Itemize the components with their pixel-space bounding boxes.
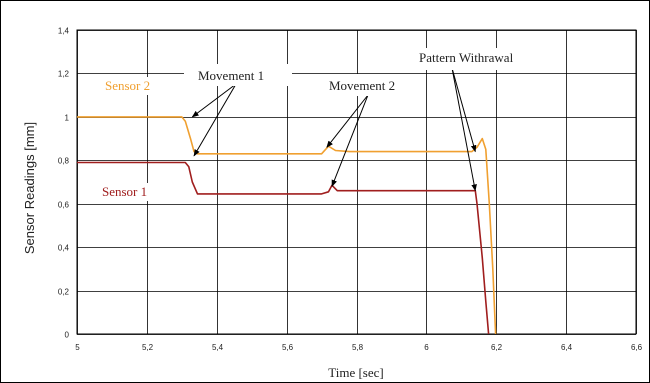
x-tick-label: 5,6 <box>282 343 294 352</box>
x-tick-label: 5 <box>75 343 80 352</box>
y-tick-label: 0,6 <box>58 201 70 210</box>
x-tick-label: 5,2 <box>142 343 154 352</box>
y-tick-label: 1,4 <box>58 27 70 36</box>
x-tick-label: 5,8 <box>352 343 364 352</box>
x-tick-label: 6,2 <box>491 343 503 352</box>
y-tick-label: 0,8 <box>58 157 70 166</box>
x-tick-label: 6,6 <box>631 343 643 352</box>
x-tick-label: 6 <box>424 343 429 352</box>
x-tick-label: 6,4 <box>561 343 573 352</box>
annotation-label: Movement 2 <box>329 78 395 93</box>
y-tick-label: 0 <box>65 331 70 340</box>
y-tick-label: 1,2 <box>58 70 70 79</box>
annotation-label: Movement 1 <box>198 68 264 83</box>
y-axis-title: Sensor Readings [mm] <box>22 122 37 254</box>
y-tick-label: 1 <box>65 114 70 123</box>
y-tick-label: 0,2 <box>58 288 70 297</box>
x-tick-label: 5,4 <box>212 343 224 352</box>
annotation-label: Pattern Withrawal <box>419 50 514 65</box>
x-axis-title: Time [sec] <box>328 365 384 380</box>
series-label-sensor-1: Sensor 1 <box>102 184 147 199</box>
y-tick-label: 0,4 <box>58 244 70 253</box>
series-label-sensor-2: Sensor 2 <box>105 78 150 93</box>
